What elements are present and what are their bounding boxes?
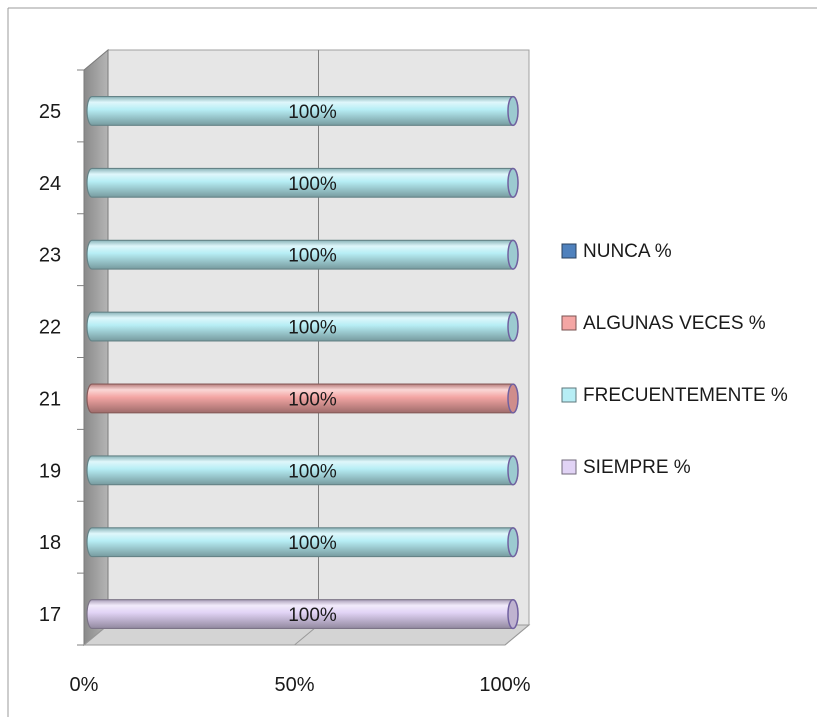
legend-swatch [561,459,577,475]
y-tick-label: 22 [39,317,61,339]
data-label: 100% [288,174,337,195]
y-tick-label: 18 [39,532,61,554]
data-label: 100% [288,246,337,267]
legend-label: FRECUENTEMENTE % [583,385,788,406]
y-tick-label: 21 [39,388,61,410]
data-label: 100% [288,389,337,410]
data-label: 100% [288,318,337,339]
x-tick-label: 100% [479,674,530,696]
bar-end-cap [507,95,519,127]
x-tick-label: 50% [274,674,314,696]
legend-label: ALGUNAS VECES % [583,313,766,334]
bar-end-cap [507,527,519,558]
legend-swatch [561,387,577,403]
legend-label: SIEMPRE % [583,457,691,478]
bar-end-cap [507,383,519,414]
y-tick-label: 19 [39,460,61,482]
floor-gridline [504,624,530,646]
bar-end-cap [507,167,519,198]
data-label: 100% [288,533,337,554]
y-tick-label: 25 [39,101,61,123]
y-tick-label: 23 [39,245,61,267]
legend-label: NUNCA % [583,241,672,262]
data-label: 100% [288,102,337,123]
bar-end-cap [507,455,519,486]
bar-end-cap [507,598,519,630]
y-tick-label: 17 [39,604,61,626]
bar-end-cap [507,311,519,342]
bar-end-cap [507,239,519,270]
data-label: 100% [288,605,337,626]
x-tick-label: 0% [70,674,99,696]
legend-swatch [561,243,577,259]
data-label: 100% [288,461,337,482]
legend-swatch [561,315,577,331]
y-tick-label: 24 [39,173,61,195]
